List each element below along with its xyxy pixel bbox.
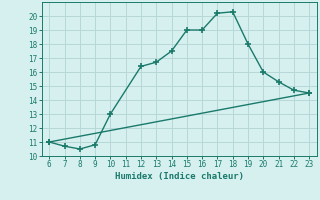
X-axis label: Humidex (Indice chaleur): Humidex (Indice chaleur) bbox=[115, 172, 244, 181]
